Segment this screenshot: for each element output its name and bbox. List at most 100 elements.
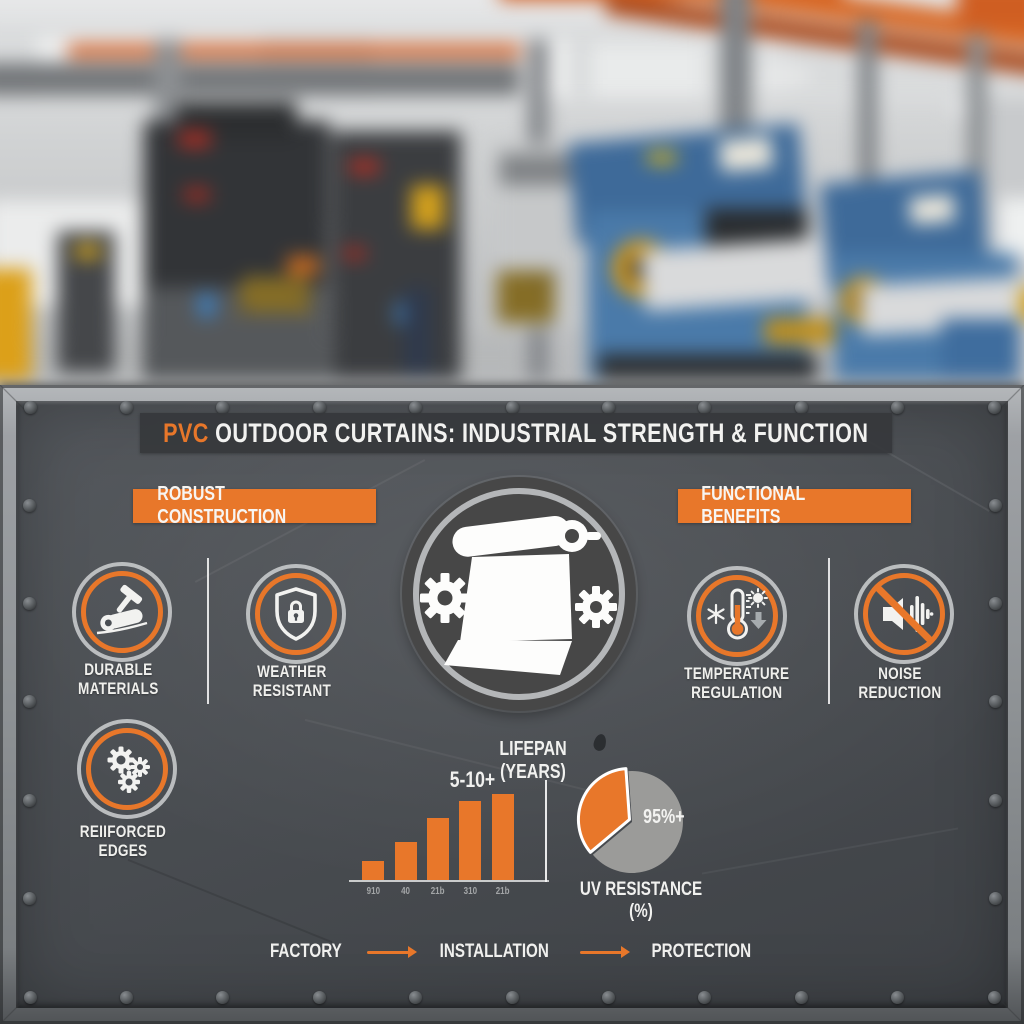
noise-reduction-badge bbox=[854, 564, 954, 664]
axis-tick-label: 21b bbox=[496, 886, 510, 897]
weather-resistant-badge bbox=[246, 564, 346, 664]
bg-shape bbox=[197, 292, 216, 318]
noise-reduction-label: NOISE REDUCTION bbox=[858, 664, 942, 703]
pie-slice-remainder bbox=[592, 770, 683, 873]
pie-chart bbox=[576, 767, 683, 873]
rivet bbox=[22, 597, 36, 611]
bg-shape bbox=[411, 185, 445, 230]
frame-mitre bbox=[0, 998, 26, 1024]
axis-tick-label: 40 bbox=[401, 886, 411, 897]
bar bbox=[459, 801, 481, 880]
bar bbox=[395, 842, 417, 880]
snowflake-icon bbox=[707, 603, 725, 625]
bg-shape bbox=[343, 247, 366, 260]
bg-shape bbox=[0, 268, 32, 380]
rivet bbox=[23, 990, 37, 1004]
rivet bbox=[23, 400, 37, 414]
rivet bbox=[794, 400, 808, 414]
bg-shape bbox=[998, 197, 1024, 259]
bg-shape bbox=[0, 62, 521, 97]
shield-lock-icon bbox=[275, 587, 317, 641]
rivet bbox=[409, 400, 423, 414]
bar bbox=[362, 861, 384, 880]
rivet bbox=[988, 892, 1002, 905]
rivet bbox=[119, 990, 133, 1004]
rivet bbox=[601, 400, 615, 414]
divider bbox=[828, 558, 830, 704]
rivet bbox=[409, 990, 423, 1004]
bar-chart-annotation: 5-10+ bbox=[449, 767, 496, 792]
rivet bbox=[312, 400, 326, 414]
pie-slice-highlighted bbox=[576, 767, 631, 854]
bar bbox=[427, 818, 449, 880]
bg-shape bbox=[759, 68, 810, 83]
rivet bbox=[988, 695, 1002, 709]
thermometer-snowflake-sun-icon bbox=[707, 588, 768, 640]
flow-step-protection: PROTECTION bbox=[651, 941, 751, 962]
rivet bbox=[119, 400, 133, 414]
bg-shape bbox=[1019, 287, 1024, 321]
flow-step-factory: FACTORY bbox=[269, 941, 342, 962]
bg-shape bbox=[287, 256, 319, 275]
page-title: OUTDOOR CURTAINS: INDUSTRIAL STRENGTH & … bbox=[209, 417, 869, 448]
axis-tick-label: 910 bbox=[366, 886, 380, 897]
rivet bbox=[988, 597, 1002, 611]
reinforced-edges-badge bbox=[77, 719, 177, 819]
axis-tick-label: 310 bbox=[463, 886, 477, 897]
rivet bbox=[505, 990, 519, 1004]
down-arrow-icon bbox=[750, 612, 767, 629]
frame-mitre bbox=[0, 385, 26, 411]
reinforced-edges-label: REIIFORCED EDGES bbox=[79, 822, 167, 861]
rivet bbox=[987, 400, 1001, 414]
rivet bbox=[988, 793, 1002, 807]
title-highlight: PVC bbox=[163, 417, 210, 448]
rivet bbox=[216, 400, 230, 414]
flow-arrow-icon bbox=[579, 946, 630, 958]
flow-step-installation: INSTALLATION bbox=[439, 941, 550, 962]
frame-mitre bbox=[998, 998, 1024, 1024]
scratch bbox=[701, 827, 959, 875]
bg-shape bbox=[179, 131, 211, 147]
rivet bbox=[505, 400, 519, 414]
bg-shape bbox=[497, 270, 555, 323]
bar bbox=[492, 794, 514, 880]
bar-chart-bars bbox=[352, 794, 548, 880]
axis-tick-label: 21b bbox=[431, 886, 445, 897]
bar-chart-title: LIFEPAN (YEARS) bbox=[499, 738, 567, 783]
rivet bbox=[22, 498, 36, 512]
rivet bbox=[698, 990, 712, 1004]
bar-chart-axis bbox=[349, 880, 549, 882]
section-header-robust-construction: ROBUST CONSTRUCTION bbox=[133, 483, 376, 528]
rivet bbox=[698, 400, 712, 414]
bg-shape bbox=[957, 0, 1024, 28]
durable-materials-label: DURABLE MATERIALS bbox=[77, 660, 159, 699]
temperature-regulation-badge bbox=[687, 566, 787, 666]
hammer-and-material-roll-icon bbox=[96, 584, 148, 635]
durable-materials-badge bbox=[72, 562, 172, 662]
gears-icon bbox=[107, 746, 150, 793]
divider bbox=[545, 780, 547, 882]
pie-chart-title: UV RESISTANCE (%) bbox=[579, 879, 703, 922]
bg-shape bbox=[239, 276, 311, 314]
center-emblem bbox=[402, 477, 636, 711]
process-flow: FACTORY INSTALLATION PROTECTION bbox=[0, 941, 1024, 963]
rivet bbox=[216, 990, 230, 1004]
title-bar: PVC OUTDOOR CURTAINS: INDUSTRIAL STRENGT… bbox=[140, 413, 892, 453]
bg-shape bbox=[75, 244, 101, 259]
rivet bbox=[891, 400, 905, 414]
rivet bbox=[22, 793, 36, 807]
bg-shape bbox=[647, 152, 677, 164]
section-header-functional-benefits: FUNCTIONAL BENEFITS bbox=[678, 483, 911, 528]
divider bbox=[207, 558, 209, 704]
bg-shape bbox=[598, 353, 817, 380]
temperature-regulation-label: TEMPERATURE REGULATION bbox=[684, 664, 790, 703]
scratch bbox=[127, 858, 333, 944]
bg-shape bbox=[403, 287, 431, 375]
rivet bbox=[601, 990, 615, 1004]
flow-arrow-icon bbox=[367, 946, 418, 958]
rivet bbox=[988, 498, 1002, 512]
sun-icon bbox=[748, 588, 768, 608]
bg-shape bbox=[349, 159, 379, 175]
